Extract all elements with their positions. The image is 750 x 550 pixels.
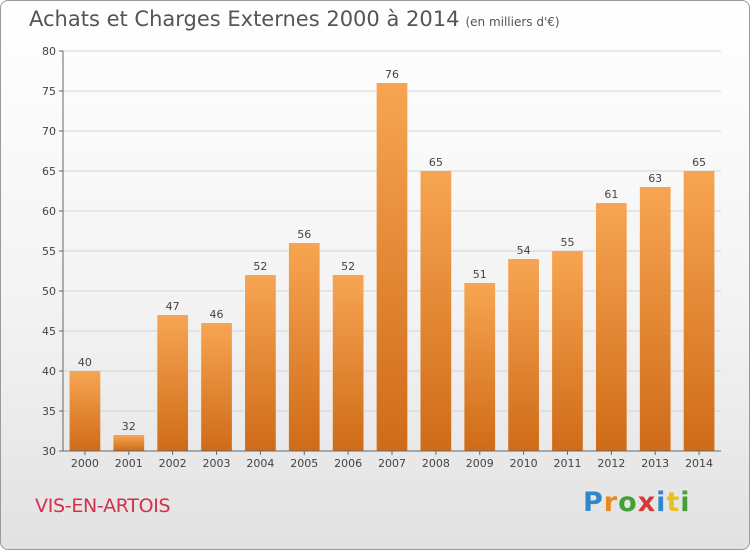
y-tick-label: 35 — [42, 405, 56, 418]
x-tick-label: 2002 — [159, 457, 187, 470]
axes: 30 35 40 45 50 55 60 65 70 75 80 2000 2001 2002 2003 20… — [42, 45, 721, 470]
x-tick-label: 2000 — [71, 457, 99, 470]
x-tick-label: 2006 — [334, 457, 362, 470]
chart-title: Achats et Charges Externes 2000 à 2014 (e… — [29, 7, 560, 31]
bar — [201, 323, 232, 451]
bar-value-label: 32 — [122, 420, 136, 433]
x-tick-label: 2014 — [685, 457, 713, 470]
x-tick-label: 2005 — [290, 457, 318, 470]
y-tick-label: 55 — [42, 245, 56, 258]
bar — [464, 283, 496, 451]
bar-value-label: 46 — [210, 308, 224, 321]
bar-value-label: 56 — [297, 228, 311, 241]
x-tick-label: 2004 — [246, 457, 274, 470]
logo-letter: i — [656, 487, 667, 518]
x-tick-label: 2001 — [115, 457, 143, 470]
chart-unit-note: (en milliers d'€) — [465, 15, 560, 29]
x-tick-label: 2011 — [553, 457, 581, 470]
y-tick-label: 50 — [42, 285, 56, 298]
bar-value-label: 52 — [253, 260, 267, 273]
y-tick-label: 45 — [42, 325, 56, 338]
bar — [595, 203, 627, 451]
x-tick-label: 2012 — [597, 457, 625, 470]
x-tick-label: 2013 — [641, 457, 669, 470]
bar-value-label: 54 — [517, 244, 531, 257]
bar — [552, 251, 583, 451]
y-tick-label: 75 — [42, 85, 56, 98]
bar — [113, 435, 145, 451]
bar-value-label: 40 — [78, 356, 92, 369]
x-tick-label: 2009 — [466, 457, 494, 470]
bar — [639, 187, 671, 451]
y-tick-label: 65 — [42, 165, 56, 178]
commune-name: VIS-EN-ARTOIS — [35, 495, 171, 517]
bar — [683, 171, 715, 451]
bar-value-label: 47 — [166, 300, 180, 313]
logo-letter: o — [618, 487, 638, 518]
bar-value-label: 76 — [385, 68, 399, 81]
bar-value-label: 52 — [341, 260, 355, 273]
bar-value-label: 55 — [560, 236, 574, 249]
bar-value-label: 63 — [648, 172, 662, 185]
bar-value-label: 61 — [604, 188, 618, 201]
bar — [69, 371, 101, 451]
chart-title-text: Achats et Charges Externes 2000 à 2014 — [29, 7, 460, 31]
logo-letter: t — [666, 487, 681, 518]
bar-value-label: 51 — [473, 268, 487, 281]
logo-letter: x — [637, 487, 657, 518]
bar — [376, 83, 408, 451]
bar-value-label: 65 — [429, 156, 443, 169]
y-tick-label: 70 — [42, 125, 56, 138]
proxiti-logo: Proxiti — [583, 487, 691, 518]
x-tick-label: 2003 — [203, 457, 231, 470]
logo-letter: r — [603, 487, 619, 518]
bar — [508, 259, 539, 451]
y-tick-label: 80 — [42, 45, 56, 58]
y-tick-label: 40 — [42, 365, 56, 378]
bar-value-label: 65 — [692, 156, 706, 169]
y-tick-label: 60 — [42, 205, 56, 218]
bar — [420, 171, 452, 451]
bars: 40 32 47 46 52 56 52 76 65 51 54 55 61 63 65 — [69, 68, 715, 451]
x-tick-label: 2007 — [378, 457, 406, 470]
bar — [288, 243, 320, 451]
bar — [332, 275, 364, 451]
logo-letter: P — [583, 487, 604, 518]
bar — [157, 315, 189, 451]
logo-letter: i — [680, 487, 691, 518]
y-tick-label: 30 — [42, 445, 56, 458]
x-tick-label: 2008 — [422, 457, 450, 470]
bar — [245, 275, 276, 451]
x-tick-label: 2010 — [510, 457, 538, 470]
